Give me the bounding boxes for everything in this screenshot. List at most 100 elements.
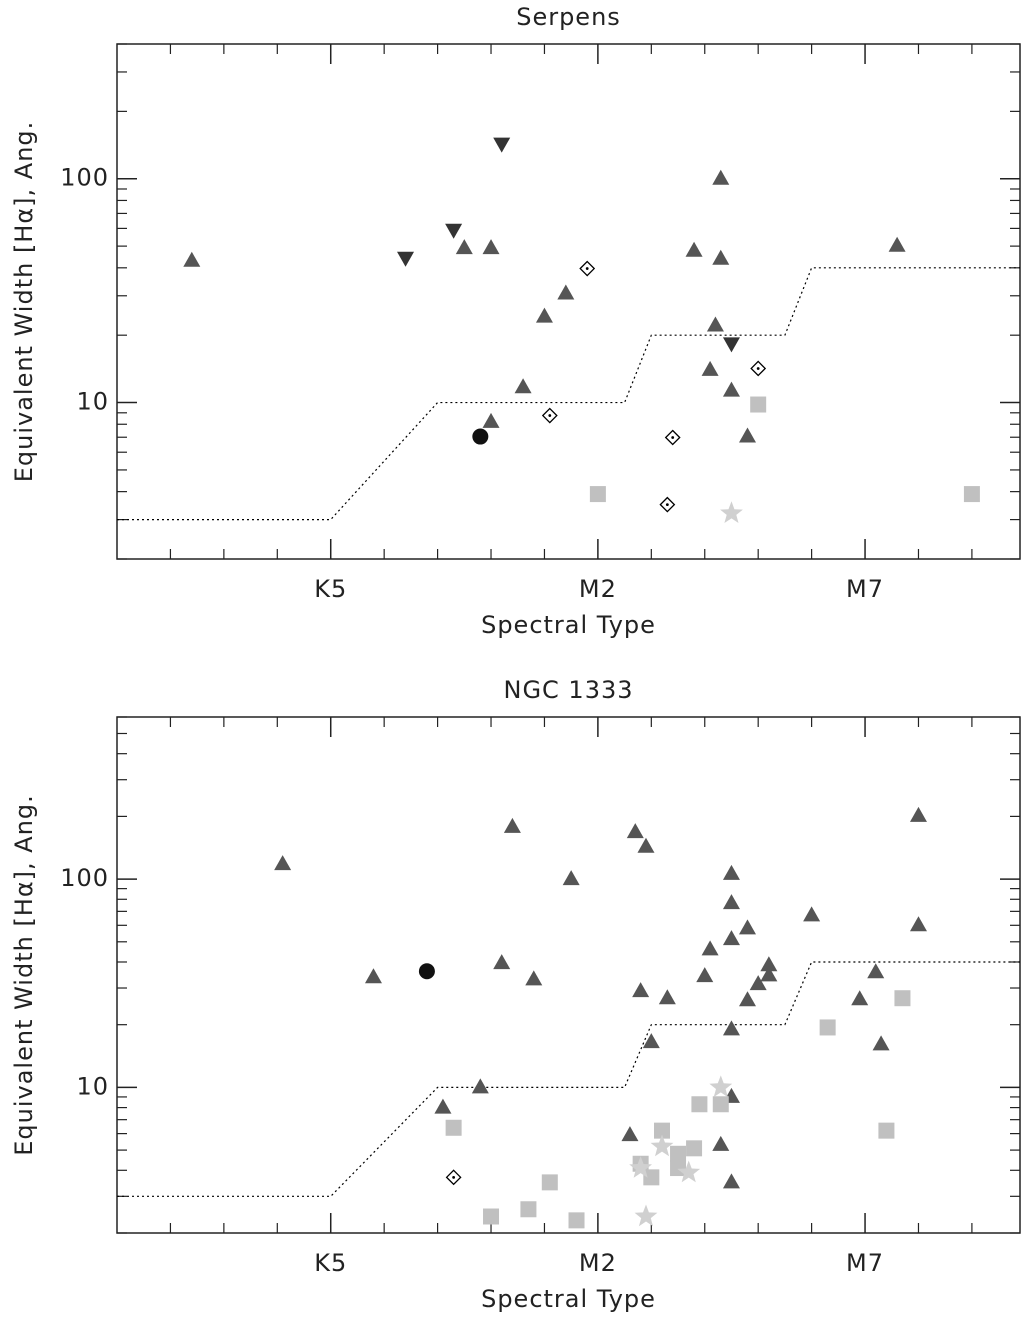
data-point xyxy=(894,990,911,1007)
triangle-up xyxy=(482,412,500,428)
data-point xyxy=(722,864,740,880)
data-point xyxy=(274,855,292,871)
circle xyxy=(418,963,435,980)
star xyxy=(677,1160,701,1183)
star xyxy=(720,501,743,523)
star xyxy=(709,1075,733,1098)
square xyxy=(589,486,606,503)
data-point xyxy=(541,407,558,424)
data-point xyxy=(722,337,740,353)
y-tick-label: 100 xyxy=(60,864,109,892)
x-tick-label: M2 xyxy=(579,575,617,603)
triangle-up xyxy=(557,284,575,300)
data-point xyxy=(851,990,869,1006)
star xyxy=(650,1134,674,1157)
data-point xyxy=(909,916,927,932)
data-point xyxy=(691,1096,708,1113)
plot-frame xyxy=(116,43,1021,560)
triangle-up xyxy=(706,316,724,332)
data-point xyxy=(183,251,201,267)
square xyxy=(643,1169,660,1186)
data-point xyxy=(650,1134,674,1157)
data-point xyxy=(888,236,906,252)
triangle-up xyxy=(760,956,778,972)
data-point xyxy=(696,967,714,983)
square xyxy=(568,1212,585,1229)
x-tick-label: K5 xyxy=(314,575,347,603)
data-point xyxy=(712,1135,730,1151)
data-point xyxy=(722,1020,740,1036)
triangle-up xyxy=(722,381,740,397)
triangle-up xyxy=(364,968,382,984)
dot xyxy=(756,367,760,370)
data-point xyxy=(483,1208,500,1225)
triangle-up xyxy=(685,241,703,257)
data-point xyxy=(445,1169,462,1186)
triangle-up xyxy=(696,967,714,983)
data-point xyxy=(493,954,511,970)
y-tick-label: 100 xyxy=(60,164,109,192)
triangle-up xyxy=(455,239,473,255)
data-point xyxy=(637,837,655,853)
triangle-down xyxy=(493,137,511,153)
data-point xyxy=(670,1145,687,1162)
data-point xyxy=(706,316,724,332)
data-point xyxy=(909,806,927,822)
triangle-up xyxy=(482,239,500,255)
dot xyxy=(585,267,589,270)
data-point xyxy=(525,970,543,986)
data-point xyxy=(686,1140,703,1157)
triangle-up xyxy=(642,1033,660,1049)
triangle-up xyxy=(909,916,927,932)
data-point xyxy=(803,906,821,922)
data-point xyxy=(562,870,580,886)
data-point xyxy=(482,239,500,255)
data-point xyxy=(701,940,719,956)
data-point xyxy=(445,223,463,239)
data-point xyxy=(722,930,740,946)
triangle-up xyxy=(274,855,292,871)
data-point xyxy=(819,1019,836,1036)
data-point xyxy=(520,1201,537,1218)
data-point xyxy=(629,1156,652,1178)
triangle-up xyxy=(872,1035,890,1051)
dot xyxy=(665,503,669,507)
triangle-up xyxy=(535,307,553,323)
data-point xyxy=(963,486,980,503)
data-point xyxy=(514,378,532,394)
triangle-up xyxy=(738,427,756,443)
data-point xyxy=(621,1126,639,1142)
data-point xyxy=(709,1075,733,1098)
triangle-down xyxy=(397,251,415,267)
square xyxy=(750,396,767,413)
triangle-up xyxy=(712,249,730,265)
data-point xyxy=(738,919,756,935)
data-point xyxy=(701,360,719,376)
triangle-up xyxy=(637,837,655,853)
triangle-up xyxy=(701,940,719,956)
dot xyxy=(452,1175,456,1179)
data-point xyxy=(642,1033,660,1049)
data-point xyxy=(722,894,740,910)
triangle-up xyxy=(434,1098,452,1114)
threshold-line xyxy=(117,961,1020,1197)
triangle-up xyxy=(722,1020,740,1036)
data-point xyxy=(658,989,676,1005)
data-point xyxy=(659,496,676,513)
triangle-up xyxy=(722,1173,740,1189)
square xyxy=(878,1122,895,1139)
triangle-up xyxy=(514,378,532,394)
y-tick-label: 10 xyxy=(76,388,109,416)
triangle-up xyxy=(712,169,730,185)
data-point xyxy=(455,239,473,255)
data-point xyxy=(364,968,382,984)
triangle-up xyxy=(749,975,767,991)
data-point xyxy=(712,249,730,265)
data-point xyxy=(557,284,575,300)
square xyxy=(483,1208,500,1225)
triangle-up xyxy=(471,1078,489,1094)
triangle-up xyxy=(738,991,756,1007)
x-axis-label: Spectral Type xyxy=(481,611,656,639)
triangle-down xyxy=(722,337,740,353)
